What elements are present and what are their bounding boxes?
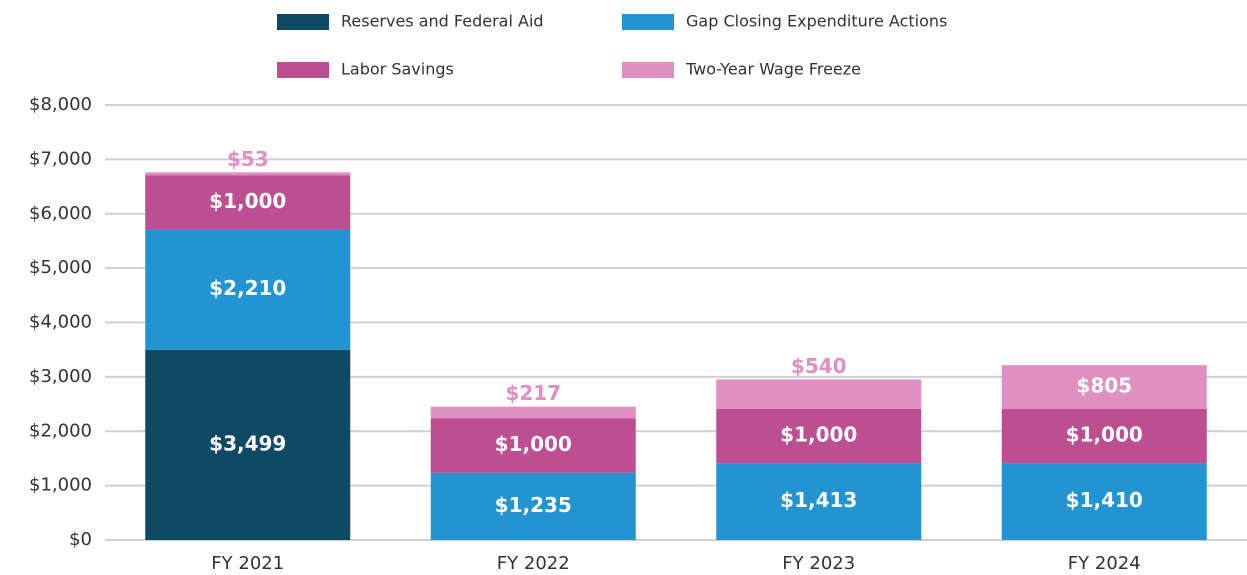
data-label: $53 — [227, 147, 269, 171]
bar-segment — [1001, 408, 1207, 464]
bar-segment — [716, 408, 922, 464]
y-tick-label: $8,000 — [29, 94, 92, 115]
bar-segment — [430, 418, 636, 473]
y-tick-label: $3,000 — [29, 366, 92, 387]
bar-segment — [1001, 365, 1207, 409]
data-label: $3,499 — [209, 431, 286, 455]
x-tick-label: FY 2024 — [1068, 553, 1141, 574]
x-tick-label: FY 2022 — [497, 553, 570, 574]
bar-segment — [430, 406, 636, 419]
bar-segment — [1001, 463, 1207, 540]
legend-swatch — [622, 14, 674, 30]
x-tick-label: FY 2023 — [782, 553, 855, 574]
data-label: $1,000 — [780, 422, 857, 446]
bar-segment — [145, 175, 351, 230]
y-tick-label: $6,000 — [29, 203, 92, 224]
bar-segment — [716, 379, 922, 409]
y-tick-label: $1,000 — [29, 475, 92, 496]
data-label: $1,000 — [1066, 423, 1143, 447]
legend-label: Reserves and Federal Aid — [341, 12, 544, 31]
bar-segment — [145, 349, 351, 540]
data-label: $805 — [1076, 374, 1132, 398]
data-label: $1,000 — [495, 432, 572, 456]
legend-label: Gap Closing Expenditure Actions — [686, 12, 947, 31]
y-tick-label: $4,000 — [29, 312, 92, 333]
legend-label: Two-Year Wage Freeze — [685, 60, 861, 79]
y-tick-label: $7,000 — [29, 148, 92, 169]
data-label: $1,235 — [495, 493, 572, 517]
data-label: $2,210 — [209, 276, 286, 300]
bar-segment — [145, 229, 351, 350]
y-tick-label: $2,000 — [29, 420, 92, 441]
data-label: $1,000 — [209, 189, 286, 213]
x-tick-label: FY 2021 — [211, 553, 284, 574]
data-label: $1,413 — [780, 488, 857, 512]
legend-swatch — [277, 14, 329, 30]
legend-swatch — [622, 62, 674, 78]
bar-segment — [430, 472, 636, 540]
bar-segment — [145, 172, 351, 176]
legend-label: Labor Savings — [341, 60, 454, 79]
data-label: $540 — [791, 354, 847, 378]
data-label: $1,410 — [1066, 488, 1143, 512]
bar-segment — [716, 463, 922, 540]
data-label: $217 — [505, 381, 561, 405]
y-tick-label: $0 — [69, 529, 92, 550]
y-tick-label: $5,000 — [29, 257, 92, 278]
legend-swatch — [277, 62, 329, 78]
